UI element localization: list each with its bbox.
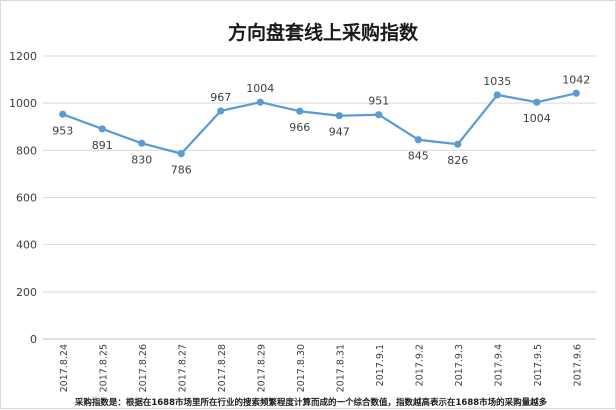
data-label: 967 [210, 91, 231, 104]
data-point [177, 150, 185, 158]
data-point [533, 98, 541, 106]
x-tick-label: 2017.8.28 [217, 344, 228, 392]
chart-title: 方向盘套线上采购指数 [228, 21, 419, 44]
data-label: 947 [329, 126, 350, 139]
data-label: 786 [171, 164, 192, 177]
data-point [572, 89, 580, 97]
data-point [414, 136, 422, 144]
data-label: 826 [447, 154, 468, 167]
y-tick-label: 600 [16, 192, 37, 205]
x-tick-label: 2017.8.31 [335, 344, 346, 392]
x-tick-label: 2017.9.1 [375, 344, 386, 386]
data-label: 1042 [562, 73, 590, 86]
y-axis-ticks: 0 200 400 600 800 1000 1200 [9, 50, 37, 346]
data-point [59, 110, 67, 118]
y-tick-label: 1200 [9, 50, 37, 63]
data-point [296, 107, 304, 115]
gridlines [43, 55, 596, 340]
x-tick-label: 2017.9.4 [493, 344, 504, 386]
data-label: 891 [92, 139, 113, 152]
data-point [138, 139, 146, 147]
y-tick-label: 0 [30, 333, 37, 346]
data-point [454, 140, 462, 148]
data-label: 966 [289, 121, 310, 134]
data-point [375, 111, 383, 119]
data-point [335, 112, 343, 120]
data-labels: 953 891 830 786 967 1004 966 947 951 845 826 1035 10… [52, 73, 590, 176]
x-tick-label: 2017.8.24 [59, 344, 70, 392]
x-axis-ticks: 2017.8.24 2017.8.25 2017.8.26 2017.8.27 2017… [59, 344, 584, 392]
y-tick-label: 1000 [9, 97, 37, 110]
x-tick-label: 2017.9.3 [454, 344, 465, 386]
data-label: 1035 [483, 75, 511, 88]
data-label: 830 [131, 153, 152, 166]
data-label: 953 [52, 124, 73, 137]
y-tick-label: 400 [16, 239, 37, 252]
data-point [217, 107, 225, 115]
data-label: 1004 [246, 82, 274, 95]
x-tick-label: 2017.9.5 [533, 344, 544, 386]
y-tick-label: 800 [16, 144, 37, 157]
x-tick-label: 2017.8.29 [256, 344, 267, 392]
data-label: 951 [368, 95, 389, 108]
x-tick-label: 2017.8.26 [138, 344, 149, 392]
data-point [256, 98, 264, 106]
series-line [59, 89, 580, 158]
series-line-path [62, 92, 577, 155]
x-tick-label: 2017.8.30 [296, 344, 307, 392]
data-label: 845 [408, 150, 429, 163]
chart-footnote: 采购指数是：根据在1688市场里所在行业的搜索频繁程度计算而成的一个综合数值，指… [74, 397, 548, 408]
data-point [98, 125, 106, 133]
x-tick-label: 2017.9.2 [414, 344, 425, 386]
x-tick-label: 2017.8.27 [177, 344, 188, 392]
x-tick-label: 2017.8.25 [98, 344, 109, 392]
x-tick-label: 2017.9.6 [572, 344, 583, 386]
data-point [493, 91, 501, 99]
y-tick-label: 200 [16, 286, 37, 299]
data-label: 1004 [523, 112, 551, 125]
